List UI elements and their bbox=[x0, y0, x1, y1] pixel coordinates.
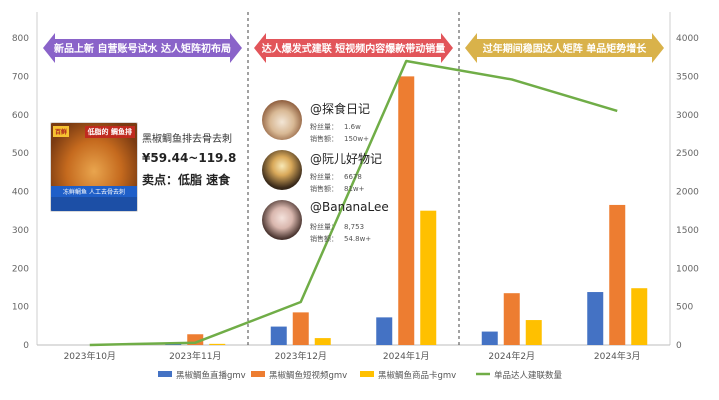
y-left-tick-label: 600 bbox=[12, 111, 29, 121]
phase-banners: 新品上新 自营账号试水 达人矩阵初布局 达人爆发式建联 短视频内容爆款带动销量 过年… bbox=[43, 33, 664, 63]
y-right-tick-label: 4000 bbox=[676, 34, 699, 44]
influencer-name: @BananaLee bbox=[310, 200, 389, 214]
y-left-tick-label: 100 bbox=[12, 303, 29, 313]
bar bbox=[587, 292, 604, 345]
influencer-name: @阮儿好物记 bbox=[310, 152, 383, 166]
bar bbox=[609, 204, 626, 345]
phase-label: 达人爆发式建联 短视频内容爆款带动销量 bbox=[262, 42, 445, 55]
bar bbox=[420, 210, 437, 345]
avatar bbox=[262, 200, 302, 240]
product-info: 黑椒鲷鱼排去骨去刺 ¥59.44~119.8 卖点：低脂 速食 bbox=[142, 130, 252, 188]
line-series-path bbox=[89, 59, 618, 347]
x-tick-label: 2024年3月 bbox=[594, 350, 641, 362]
bar bbox=[209, 343, 226, 345]
y-right-tick-label: 3500 bbox=[676, 72, 699, 82]
bars bbox=[165, 76, 648, 345]
bar bbox=[314, 338, 331, 345]
influencer-card: @探食日记 粉丝量： 1.6w 销售额： 150w+ bbox=[262, 100, 422, 148]
influencer-card: @阮儿好物记 粉丝量： 6678 销售额： 81w+ bbox=[262, 150, 422, 198]
influencer-sales: 销售额： 81w+ bbox=[310, 185, 365, 193]
legend-label: 黑椒鲷鱼直播gmv bbox=[176, 370, 246, 381]
bar bbox=[631, 288, 648, 345]
y-left-tick-label: 500 bbox=[12, 149, 29, 159]
product-card: 百鲜 低脂的 鲷鱼排 冻鲜鲷鱼 人工去骨去刺 黑椒鲷鱼排去骨去刺 ¥59.44~… bbox=[46, 120, 246, 216]
y-right-tick-label: 500 bbox=[676, 303, 693, 313]
influencer-name: @探食日记 bbox=[310, 102, 371, 116]
y-right-tick-label: 0 bbox=[676, 341, 682, 351]
bar bbox=[503, 293, 520, 345]
influencer-card: @BananaLee 粉丝量： 8,753 销售额： 54.8w+ bbox=[262, 200, 422, 248]
influencer-sales: 销售额： 54.8w+ bbox=[310, 235, 372, 243]
avatar bbox=[262, 100, 302, 140]
product-selling-points: 卖点：低脂 速食 bbox=[142, 173, 231, 187]
legend-swatch bbox=[360, 371, 374, 377]
influencer-fans: 粉丝量： 8,753 bbox=[310, 223, 365, 231]
y-right-tick-label: 1000 bbox=[676, 264, 699, 274]
legend-label: 单品达人建联数量 bbox=[494, 370, 563, 381]
product-price: ¥59.44~119.8 bbox=[142, 151, 237, 165]
y-left-tick-label: 200 bbox=[12, 264, 29, 274]
bar bbox=[398, 76, 415, 345]
phase-arrow bbox=[465, 33, 664, 63]
phase-dividers bbox=[247, 12, 460, 345]
product-image-tag: 低脂的 鲷鱼排 bbox=[84, 126, 135, 138]
product-name: 黑椒鲷鱼排去骨去刺 bbox=[142, 134, 232, 145]
phase-label: 新品上新 自营账号试水 达人矩阵初布局 bbox=[54, 42, 231, 55]
bar bbox=[292, 312, 309, 345]
avatar bbox=[262, 150, 302, 190]
phase-arrow bbox=[43, 33, 242, 63]
legend-swatch bbox=[251, 371, 265, 377]
legend-label: 黑椒鲷鱼商品卡gmv bbox=[378, 370, 456, 381]
influencer-fans: 粉丝量： 1.6w bbox=[310, 123, 361, 131]
y-left-tick-label: 800 bbox=[12, 34, 29, 44]
x-tick-label: 2023年10月 bbox=[64, 350, 116, 362]
x-tick-labels: 2023年10月 2023年11月 2023年12月 2024年1月 2024年2月 20… bbox=[64, 350, 641, 362]
bar bbox=[376, 317, 393, 345]
x-tick-label: 2024年2月 bbox=[488, 350, 535, 362]
y-right-tick-label: 3000 bbox=[676, 111, 699, 121]
y-right-tick-label: 1500 bbox=[676, 226, 699, 236]
bar bbox=[270, 326, 287, 345]
product-image-ribbon: 冻鲜鲷鱼 人工去骨去刺 bbox=[51, 186, 137, 197]
y-right-tick-label: 2500 bbox=[676, 149, 699, 159]
bar bbox=[481, 331, 498, 345]
legend-label: 黑椒鲷鱼短视频gmv bbox=[269, 370, 347, 381]
product-image-badge: 百鲜 bbox=[53, 126, 70, 137]
influencer-sales: 销售额： 150w+ bbox=[310, 135, 369, 143]
product-image-footer bbox=[51, 197, 137, 211]
phase-label: 过年期间稳固达人矩阵 单品矩势增长 bbox=[483, 42, 647, 55]
y-left-tick-label: 0 bbox=[23, 341, 29, 351]
y-right-tick-label: 2000 bbox=[676, 188, 699, 198]
line-series bbox=[89, 59, 618, 347]
legend: 黑椒鲷鱼直播gmv 黑椒鲷鱼短视频gmv 黑椒鲷鱼商品卡gmv 单品达人建联数量 bbox=[158, 370, 563, 381]
product-image: 百鲜 低脂的 鲷鱼排 冻鲜鲷鱼 人工去骨去刺 bbox=[50, 122, 138, 212]
influencer-fans: 粉丝量： 6678 bbox=[310, 173, 362, 181]
bar bbox=[525, 320, 542, 345]
bar bbox=[187, 334, 204, 345]
x-tick-label: 2023年12月 bbox=[275, 350, 327, 362]
y-left-tick-label: 300 bbox=[12, 226, 29, 236]
legend-swatch bbox=[158, 371, 172, 377]
x-tick-label: 2024年1月 bbox=[383, 350, 430, 362]
y-left-tick-label: 400 bbox=[12, 188, 29, 198]
phase-arrow bbox=[254, 33, 453, 63]
x-tick-label: 2023年11月 bbox=[169, 350, 221, 362]
y-left-tick-label: 700 bbox=[12, 72, 29, 82]
